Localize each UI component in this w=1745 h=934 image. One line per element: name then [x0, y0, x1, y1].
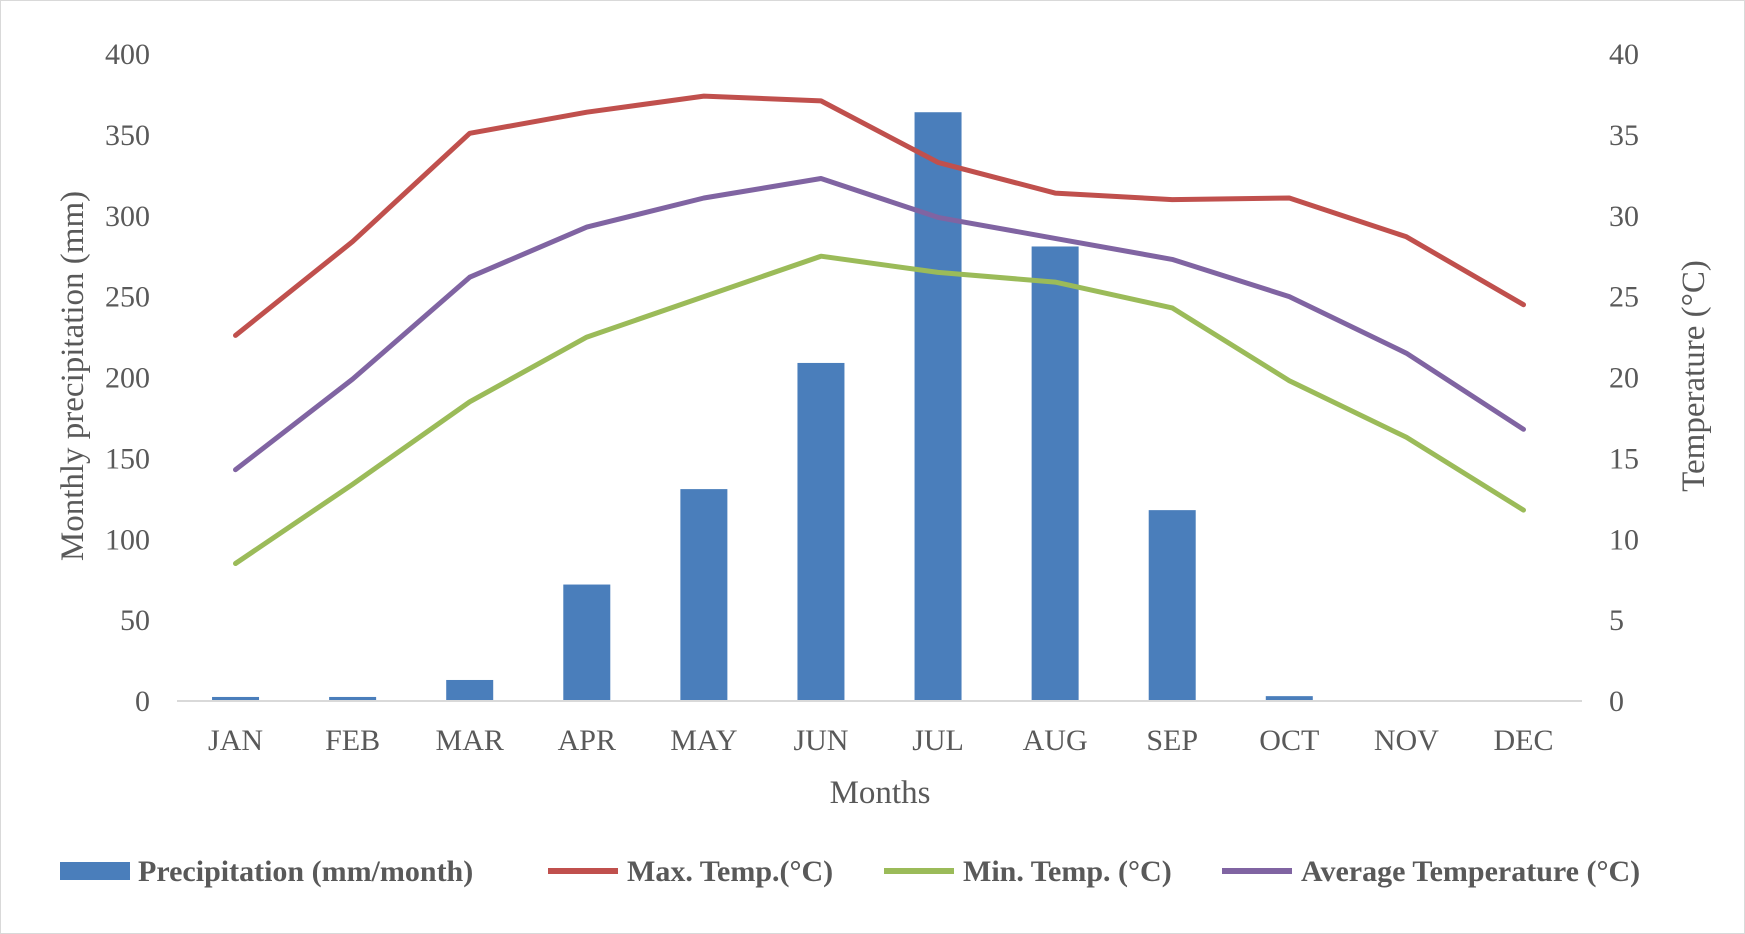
min-temp-line: [233, 253, 1526, 566]
x-tick-label-dec: DEC: [1493, 724, 1553, 757]
x-tick-label-jan: JAN: [208, 724, 263, 757]
x-tick-label-jul: JUL: [912, 724, 964, 757]
left-tick-label: 150: [105, 442, 150, 475]
x-axis-title: Months: [830, 775, 931, 811]
right-axis-ticks: 0 5 10 15 20 25 30 35 40: [1609, 38, 1639, 718]
precipitation-bar-sep: [1148, 510, 1196, 701]
right-tick-label: 0: [1609, 685, 1624, 718]
precipitation-bar-apr: [563, 584, 611, 701]
x-tick-label-apr: APR: [558, 724, 616, 757]
x-tick-label-oct: OCT: [1259, 724, 1319, 757]
precipitation-bar-mar: [446, 679, 494, 701]
avg-temp-line: [233, 176, 1526, 473]
left-tick-label: 300: [105, 200, 150, 233]
precipitation-bars: [212, 112, 1313, 702]
x-axis-ticks: JAN FEB MAR APR MAY JUN JUL AUG SEP OCT NOV DEC: [208, 724, 1553, 757]
x-tick-label-jun: JUN: [793, 724, 848, 757]
precipitation-bar-may: [680, 489, 728, 701]
right-tick-label: 35: [1609, 119, 1639, 152]
legend-precipitation-label: Precipitation (mm/month): [138, 855, 473, 888]
right-tick-label: 10: [1609, 523, 1639, 556]
x-tick-label-mar: MAR: [436, 724, 504, 757]
max-temp-line: [233, 93, 1526, 338]
right-tick-label: 40: [1609, 38, 1639, 71]
x-tick-label-feb: FEB: [325, 724, 380, 757]
left-tick-label: 400: [105, 38, 150, 71]
right-axis-title: Temperature (°C): [1676, 260, 1712, 492]
precipitation-bar-aug: [1031, 246, 1079, 702]
right-tick-label: 30: [1609, 200, 1639, 233]
legend-max-temp-label: Max. Temp.(°C): [627, 855, 833, 888]
left-tick-label: 250: [105, 281, 150, 314]
left-tick-label: 100: [105, 523, 150, 556]
legend-min-temp-label: Min. Temp. (°C): [963, 855, 1172, 888]
left-axis-title: Monthly precipitation (mm): [55, 191, 91, 561]
legend: Precipitation (mm/month) Max. Temp.(°C) …: [60, 855, 1640, 888]
x-tick-label-sep: SEP: [1146, 724, 1198, 757]
precipitation-bar-jun: [797, 362, 845, 701]
legend-precipitation-swatch: [60, 862, 130, 880]
right-tick-label: 20: [1609, 362, 1639, 395]
x-tick-label-may: MAY: [670, 724, 737, 757]
precipitation-bar-jul: [914, 112, 962, 702]
temperature-lines: [233, 93, 1526, 566]
right-tick-label: 5: [1609, 604, 1624, 637]
right-tick-label: 15: [1609, 442, 1639, 475]
legend-avg-temp-label: Average Temperature (°C): [1301, 855, 1640, 888]
left-axis-ticks: 0 50 100 150 200 250 300 350 400: [105, 38, 150, 718]
x-tick-label-aug: AUG: [1023, 724, 1088, 757]
right-tick-label: 25: [1609, 281, 1639, 314]
precipitation-bar-oct: [1265, 696, 1313, 701]
precipitation-bar-jan: [212, 696, 260, 701]
left-tick-label: 50: [120, 604, 150, 637]
left-tick-label: 200: [105, 362, 150, 395]
left-tick-label: 0: [135, 685, 150, 718]
x-tick-label-nov: NOV: [1374, 724, 1439, 757]
left-tick-label: 350: [105, 119, 150, 152]
precipitation-bar-feb: [329, 696, 377, 701]
